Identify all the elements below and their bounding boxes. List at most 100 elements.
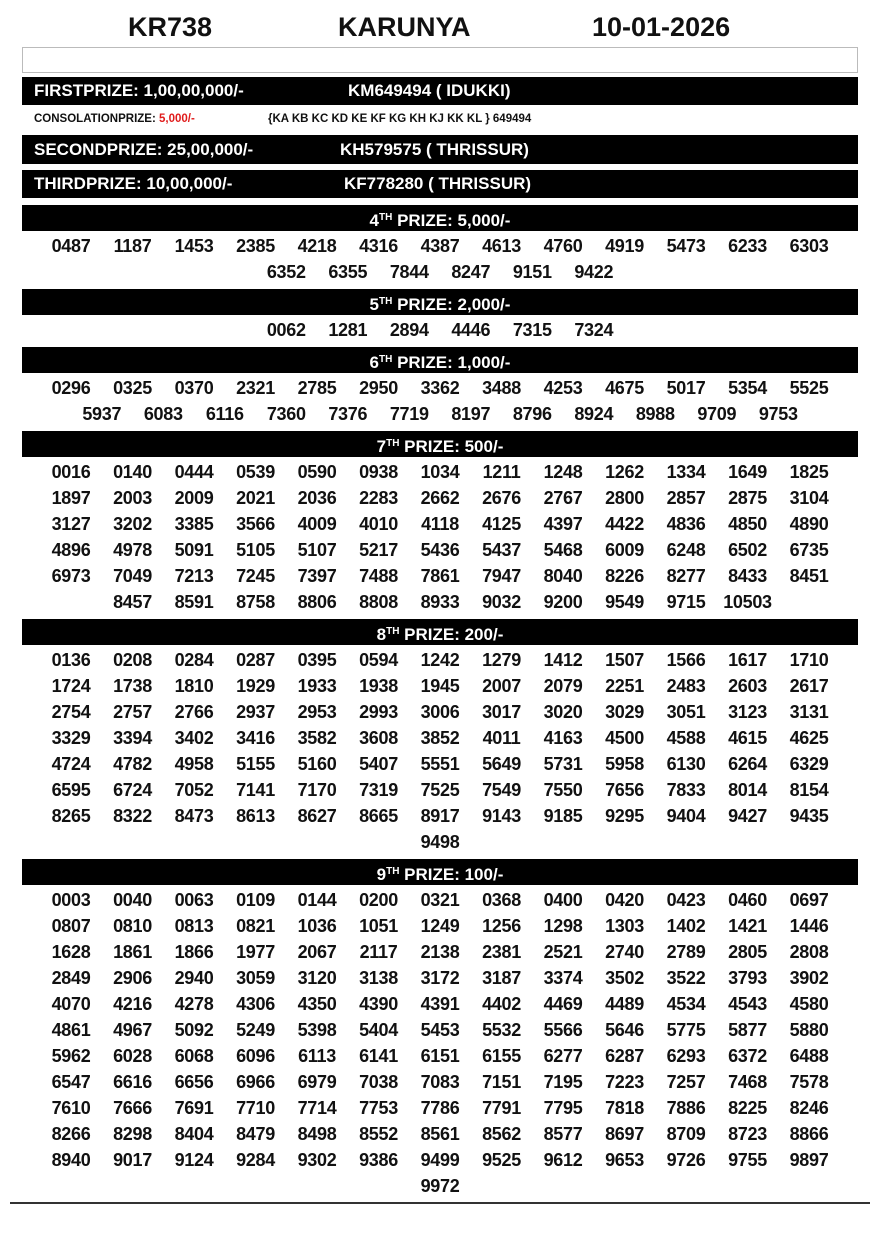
winning-number: 2754 (51, 702, 91, 722)
first-prize-bar: FIRSTPRIZE: 1,00,00,000/- KM649494 ( IDU… (22, 77, 858, 105)
winning-number: 7947 (482, 566, 521, 586)
winning-number: 8808 (359, 592, 398, 612)
winning-number: 4625 (789, 728, 829, 748)
winning-number: 8613 (236, 806, 275, 826)
winning-number: 7656 (605, 780, 644, 800)
winning-number: 2993 (359, 702, 398, 722)
winning-number: 8226 (605, 566, 644, 586)
winning-number: 6248 (666, 540, 706, 560)
prize-numbers-7: 0016 0140 0444 0539 0590 0938 1034 1211 1248 1262… (40, 459, 840, 615)
prize-title: PRIZE: 5,000/- (392, 211, 511, 230)
winning-number: 2676 (482, 488, 521, 508)
winning-number: 2789 (666, 942, 706, 962)
winning-number: 2021 (236, 488, 275, 508)
winning-number: 5958 (605, 754, 644, 774)
winning-number: 6083 (143, 404, 183, 424)
winning-number: 7549 (482, 780, 521, 800)
winning-number: 8933 (420, 592, 460, 612)
winning-number: 7886 (666, 1098, 706, 1118)
winning-number: 5880 (789, 1020, 829, 1040)
winning-number: 0200 (359, 890, 398, 910)
winning-number: 5646 (605, 1020, 644, 1040)
winning-number: 9032 (482, 592, 521, 612)
winning-number: 1945 (420, 676, 460, 696)
winning-number: 6595 (51, 780, 91, 800)
winning-number: 9499 (420, 1150, 460, 1170)
winning-number: 8577 (543, 1124, 583, 1144)
winning-number: 8247 (451, 262, 491, 282)
winning-number: 4350 (297, 994, 337, 1014)
winning-number: 2767 (543, 488, 583, 508)
winning-number: 3402 (174, 728, 214, 748)
winning-number: 3329 (51, 728, 91, 748)
winning-number: 4163 (543, 728, 583, 748)
third-prize-bar: THIRDPRIZE: 10,00,000/- KF778280 ( THRIS… (22, 170, 858, 198)
winning-number: 2740 (605, 942, 644, 962)
winning-number: 4391 (420, 994, 460, 1014)
winning-number: 7786 (420, 1098, 460, 1118)
winning-number: 1036 (297, 916, 337, 936)
winning-number: 1249 (420, 916, 460, 936)
winning-number: 9200 (543, 592, 583, 612)
winning-number: 8940 (51, 1150, 91, 1170)
winning-number: 1034 (420, 462, 460, 482)
first-prize-winner: KM649494 ( IDUKKI) (348, 81, 511, 100)
winning-number: 2937 (236, 702, 275, 722)
winning-number: 7578 (789, 1072, 829, 1092)
winning-number: 4402 (482, 994, 521, 1014)
prize-ordinal: 8 (376, 625, 387, 644)
winning-number: 2906 (113, 968, 152, 988)
winning-number: 0400 (543, 890, 583, 910)
winning-number: 8758 (236, 592, 275, 612)
winning-number: 4967 (113, 1020, 152, 1040)
prize-title: PRIZE: 500/- (399, 437, 504, 456)
winning-number: 9612 (543, 1150, 583, 1170)
draw-date: 10-01-2026 (592, 12, 731, 42)
winning-number: 1211 (482, 462, 521, 482)
winning-number: 2950 (359, 378, 398, 398)
winning-number: 0395 (297, 650, 337, 670)
winning-number: 3608 (359, 728, 398, 748)
winning-number: 3385 (174, 514, 214, 534)
winning-number: 8457 (113, 592, 152, 612)
winning-number: 2875 (728, 488, 767, 508)
winning-number: 1453 (174, 236, 214, 256)
winning-number: 5404 (359, 1020, 398, 1040)
winning-number: 6372 (728, 1046, 767, 1066)
winning-number: 1825 (789, 462, 829, 482)
winning-number: 6264 (728, 754, 767, 774)
winning-number: 8479 (236, 1124, 275, 1144)
winning-number: 0813 (174, 916, 214, 936)
winning-number: 6329 (789, 754, 829, 774)
winning-number: 7791 (482, 1098, 521, 1118)
winning-number: 1566 (666, 650, 706, 670)
winning-number: 9427 (728, 806, 767, 826)
consolation-amount: 5,000/- (159, 113, 195, 125)
lottery-name: KARUNYA (338, 12, 471, 42)
winning-number: 7844 (389, 262, 429, 282)
winning-number: 8322 (113, 806, 152, 826)
winning-number: 8723 (728, 1124, 767, 1144)
winning-number: 6735 (789, 540, 829, 560)
winning-number: 0016 (51, 462, 91, 482)
prize-title: PRIZE: 2,000/- (392, 295, 511, 314)
winning-number: 3017 (482, 702, 521, 722)
winning-number: 7833 (666, 780, 706, 800)
winning-number: 6096 (236, 1046, 275, 1066)
winning-number: 4278 (174, 994, 214, 1014)
winning-number: 4306 (236, 994, 275, 1014)
winning-number: 7170 (297, 780, 337, 800)
prize-ordinal-suffix: TH (379, 212, 393, 223)
winning-number: 5107 (297, 540, 337, 560)
winning-number: 5105 (236, 540, 275, 560)
winning-number: 0003 (51, 890, 91, 910)
winning-number: 6113 (298, 1046, 336, 1066)
winning-number: 5473 (666, 236, 706, 256)
winning-number: 7257 (666, 1072, 706, 1092)
winning-number: 7861 (420, 566, 460, 586)
winning-number: 8988 (635, 404, 675, 424)
winning-number: 3120 (297, 968, 337, 988)
prize-numbers-4: 0487 1187 1453 2385 4218 4316 4387 4613 4760 4919… (40, 233, 840, 285)
winning-number: 2483 (666, 676, 706, 696)
winning-number: 3020 (543, 702, 583, 722)
